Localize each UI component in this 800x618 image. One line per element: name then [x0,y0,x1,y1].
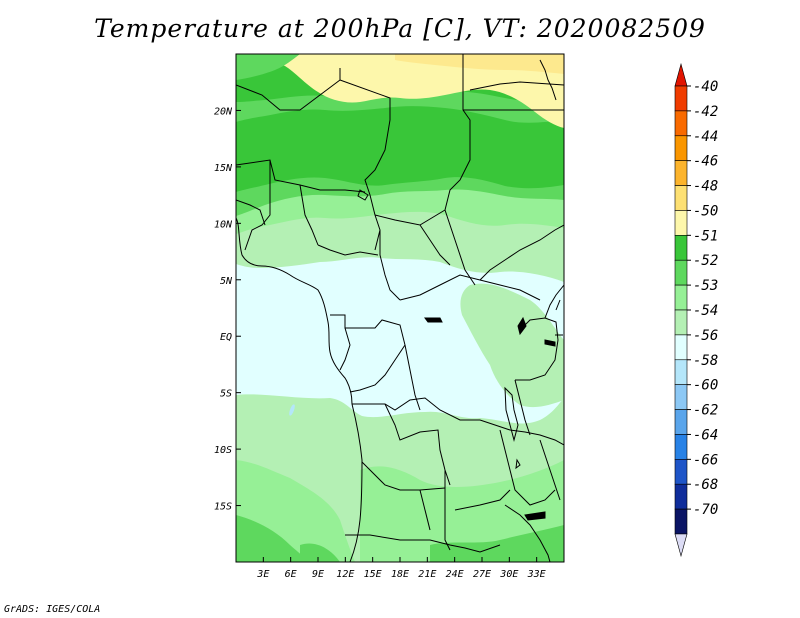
lat-tick-label: 10N [214,219,233,230]
colorbar-legend: -40 -42 -44 -46 -48 -50 -51 -52 -53 -54 -56 -58 -60 -… [674,62,718,558]
lon-tick-label: 12E [336,569,354,580]
lat-tick-label: EQ [220,332,232,343]
lat-tick-label: 5S [220,389,232,400]
band-yellow-top [236,54,564,128]
colorbar-swatch [674,210,688,236]
band-green-pale-east [460,283,564,408]
temperature-field [236,54,564,562]
colorbar-label: -56 [693,328,718,344]
colorbar-label: -46 [693,154,718,170]
map-title: Temperature at 200hPa [C], VT: 202008250… [94,14,706,43]
colorbar-swatch [674,135,688,161]
colorbar-label: -48 [693,179,718,195]
colorbar-label: -53 [693,278,718,294]
colorbar-swatch [674,384,688,410]
colorbar-label: -64 [693,427,718,443]
colorbar-swatch [674,309,688,336]
colorbar-swatch [674,334,688,361]
band-green-mid-south3 [300,543,340,562]
colorbar-swatch [674,284,688,311]
lon-tick-label: 3E [256,569,269,580]
colorbar-label: -54 [693,303,718,319]
lat-tick-label: 15S [214,502,232,513]
grads-credit: GrADS: IGES/COLA [4,604,101,615]
colorbar-label: -44 [693,129,718,145]
band-green-mid-south2 [430,525,564,562]
lon-tick-label: 6E [285,569,297,580]
lon-tick-label: 33E [527,569,546,580]
colorbar-swatch [674,434,688,460]
colorbar-swatch [674,483,688,510]
colorbar-label: -68 [693,477,718,493]
lat-tick-label: 15N [214,163,233,174]
colorbar-swatch [674,359,688,385]
colorbar-label: -58 [693,353,718,369]
colorbar-swatch [674,110,688,137]
lat-tick-label: 10S [214,445,232,456]
colorbar-label: -52 [693,253,718,269]
lon-tick-label: 21E [418,569,436,580]
colorbar-label: -42 [693,104,718,120]
lon-tick-label: 9E [312,569,324,580]
colorbar-swatch [674,160,688,186]
lon-tick-label: 27E [473,569,491,580]
colorbar-swatch [674,508,688,535]
colorbar-top-arrow [674,62,688,87]
colorbar-swatch [674,459,688,485]
colorbar-swatch [674,409,688,435]
country-borders [236,54,564,562]
colorbar-label: -40 [693,79,718,95]
band-green-mid-south [236,515,310,562]
lon-tick-label: 24E [446,569,464,580]
lon-tick-label: 30E [499,569,518,580]
colorbar-swatch [674,259,688,286]
colorbar-label: -66 [693,452,718,468]
band-yellow-light [395,54,564,74]
colorbar-label: -62 [693,403,718,419]
band-green-light-south2 [360,460,564,562]
band-green-top-left [236,54,300,80]
colorbar-swatch [674,85,688,112]
lakes [357,189,556,521]
colorbar-label: -50 [693,203,718,219]
lon-tick-label: 18E [391,569,409,580]
cold-spot [289,404,295,416]
lon-tick-label: 15E [364,569,382,580]
colorbar-swatch [674,235,688,261]
colorbar-label: -51 [693,228,718,244]
latitude-axis: 20N 15N 10N 5N EQ 5S 10S 15S [214,106,241,513]
longitude-axis: 3E 6E 9E 12E 15E 18E 21E 24E 27E 30E 33E [256,557,546,580]
lat-tick-label: 20N [214,106,233,117]
colorbar-label: -70 [693,502,718,518]
lat-tick-label: 5N [220,276,233,287]
colorbar-label: -60 [693,378,718,394]
colorbar-swatch [674,185,688,211]
colorbar-bottom-arrow [674,533,688,558]
